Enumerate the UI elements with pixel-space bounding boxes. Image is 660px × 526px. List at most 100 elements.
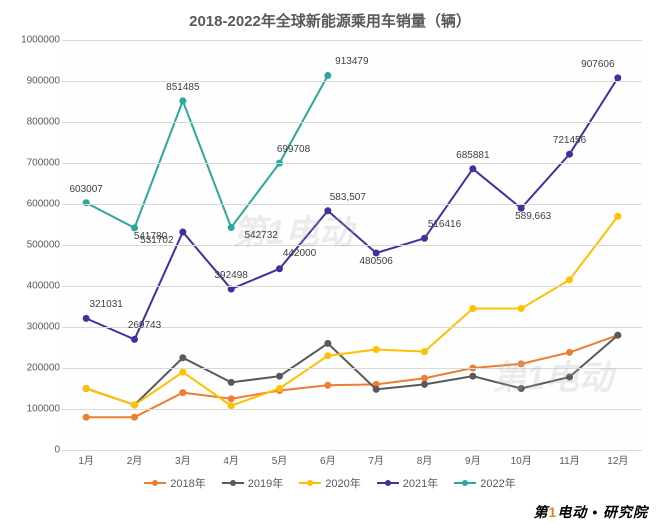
- series-line: [86, 335, 618, 405]
- x-tick-label: 4月: [223, 452, 239, 467]
- x-tick-label: 2月: [127, 452, 143, 467]
- series-marker: [373, 346, 380, 353]
- legend-marker-icon: [230, 480, 236, 486]
- legend-line-icon: [144, 482, 166, 484]
- legend-label: 2019年: [248, 478, 283, 490]
- gridline: [62, 286, 642, 287]
- brand-part2: 电动: [557, 504, 587, 520]
- legend-label: 2022年: [480, 478, 515, 490]
- data-label: 516416: [428, 219, 461, 230]
- data-label: 907606: [581, 59, 614, 70]
- gridline: [62, 40, 642, 41]
- series-marker: [131, 414, 138, 421]
- legend-line-icon: [377, 482, 399, 484]
- series-marker: [566, 276, 573, 283]
- series-marker: [83, 315, 90, 322]
- series-marker: [228, 379, 235, 386]
- series-marker: [324, 207, 331, 214]
- series-marker: [131, 401, 138, 408]
- legend: 2018年 2019年 2020年 2021年 2022年: [0, 475, 660, 491]
- series-marker: [179, 369, 186, 376]
- gridline: [62, 450, 642, 451]
- legend-item: 2022年: [454, 475, 515, 491]
- x-tick-label: 9月: [465, 452, 481, 467]
- legend-item: 2018年: [144, 475, 205, 491]
- y-tick-label: 1000000: [4, 35, 60, 46]
- y-tick-label: 100000: [4, 404, 60, 415]
- data-label: 269743: [128, 320, 161, 331]
- y-tick-label: 900000: [4, 76, 60, 87]
- series-marker: [324, 340, 331, 347]
- y-tick-label: 800000: [4, 117, 60, 128]
- data-label: 721456: [553, 135, 586, 146]
- legend-marker-icon: [462, 480, 468, 486]
- data-label: 589,663: [515, 211, 551, 222]
- x-tick-label: 5月: [272, 452, 288, 467]
- data-label: 913479: [335, 56, 368, 67]
- x-tick-label: 3月: [175, 452, 191, 467]
- footer-suffix: 研究院: [603, 504, 648, 520]
- legend-item: 2019年: [222, 475, 283, 491]
- series-marker: [566, 151, 573, 158]
- gridline: [62, 163, 642, 164]
- series-marker: [324, 72, 331, 79]
- series-marker: [179, 97, 186, 104]
- data-label: 392498: [214, 270, 247, 281]
- data-label: 541780: [134, 231, 167, 242]
- series-marker: [276, 385, 283, 392]
- x-tick-label: 12月: [607, 452, 628, 467]
- series-marker: [179, 389, 186, 396]
- y-tick-label: 500000: [4, 240, 60, 251]
- data-label: 583,507: [330, 192, 366, 203]
- legend-label: 2020年: [325, 478, 360, 490]
- series-marker: [469, 305, 476, 312]
- data-label: 603007: [69, 184, 102, 195]
- series-marker: [421, 375, 428, 382]
- legend-label: 2021年: [403, 478, 438, 490]
- x-tick-label: 1月: [78, 452, 94, 467]
- y-tick-label: 300000: [4, 322, 60, 333]
- legend-line-icon: [299, 482, 321, 484]
- series-marker: [566, 349, 573, 356]
- legend-line-icon: [222, 482, 244, 484]
- chart-container: 2018-2022年全球新能源乘用车销量（辆） 0100000200000300…: [0, 0, 660, 526]
- plot-area: 0100000200000300000400000500000600000700…: [62, 40, 642, 450]
- series-marker: [131, 336, 138, 343]
- y-tick-label: 200000: [4, 363, 60, 374]
- data-label: 542732: [244, 230, 277, 241]
- gridline: [62, 409, 642, 410]
- series-marker: [469, 373, 476, 380]
- series-marker: [179, 354, 186, 361]
- series-marker: [276, 373, 283, 380]
- series-marker: [614, 213, 621, 220]
- brand-part1: 第: [534, 504, 549, 520]
- data-label: 685881: [456, 150, 489, 161]
- x-tick-label: 6月: [320, 452, 336, 467]
- data-label: 851485: [166, 82, 199, 93]
- footer-dot: •: [592, 504, 598, 520]
- series-marker: [83, 199, 90, 206]
- series-marker: [518, 360, 525, 367]
- series-marker: [421, 348, 428, 355]
- series-marker: [518, 305, 525, 312]
- series-marker: [469, 165, 476, 172]
- y-tick-label: 700000: [4, 158, 60, 169]
- chart-title: 2018-2022年全球新能源乘用车销量（辆）: [0, 0, 660, 31]
- y-tick-label: 400000: [4, 281, 60, 292]
- series-marker: [614, 332, 621, 339]
- legend-marker-icon: [385, 480, 391, 486]
- data-label: 480506: [359, 256, 392, 267]
- series-marker: [83, 385, 90, 392]
- data-label: 321031: [89, 299, 122, 310]
- series-marker: [228, 395, 235, 402]
- data-label: 699708: [277, 144, 310, 155]
- series-marker: [228, 224, 235, 231]
- gridline: [62, 81, 642, 82]
- series-marker: [566, 374, 573, 381]
- gridline: [62, 204, 642, 205]
- footer-brand: 第1电动 • 研究院: [534, 502, 648, 522]
- y-tick-label: 0: [4, 445, 60, 456]
- legend-line-icon: [454, 482, 476, 484]
- y-tick-label: 600000: [4, 199, 60, 210]
- series-marker: [421, 235, 428, 242]
